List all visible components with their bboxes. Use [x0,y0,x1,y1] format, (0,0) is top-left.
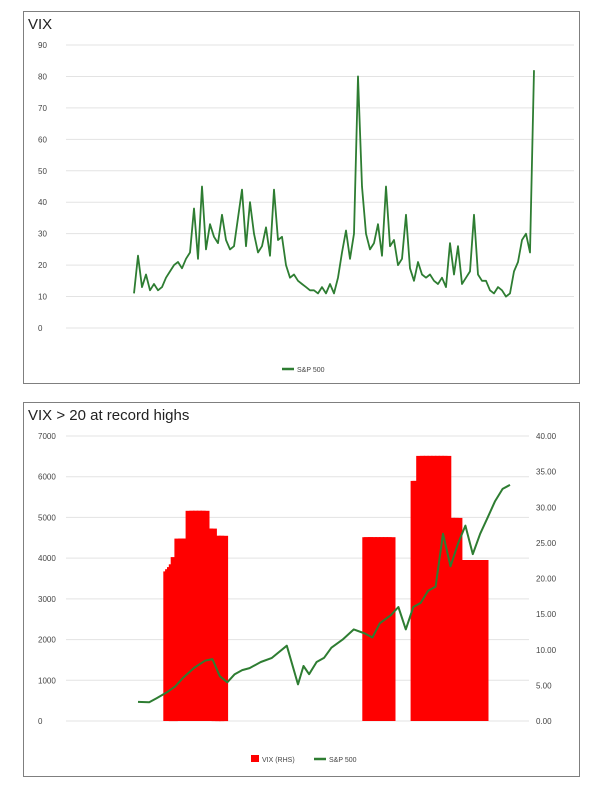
legend: S&P 500 [282,367,325,374]
y-tick-label: 70 [38,104,47,113]
y-tick-label: 0 [38,324,43,333]
y-tick-label: 2000 [38,636,56,645]
y-tick-label: 0 [38,717,43,726]
record-highs-chart-plot: 0 1000 2000 3000 4000 5000 6000 7000 0.00 5.00 10.… [38,432,557,764]
legend-label-vix: VIX (RHS) [262,757,295,764]
legend-label-sp500: S&P 500 [329,757,357,764]
vix-bar [386,537,396,721]
chart-title: VIX > 20 at record highs [28,407,190,424]
legend-bar-swatch [251,755,259,762]
y2-tick-label: 20.00 [536,575,557,584]
y2-tick-label: 10.00 [536,646,557,655]
y-tick-label: 6000 [38,473,56,482]
y-tick-label: 40 [38,198,47,207]
y-tick-label: 80 [38,72,47,81]
y-tick-label: 1000 [38,676,56,685]
legend-label: S&P 500 [297,367,325,374]
y2-tick-label: 0.00 [536,717,552,726]
y-tick-label: 3000 [38,595,56,604]
y2-tick-label: 15.00 [536,610,557,619]
y-tick-label: 60 [38,135,47,144]
vix-chart-plot: 0 10 20 30 40 50 60 70 80 90 S&P 500 [38,41,574,374]
y-tick-label: 50 [38,167,47,176]
y-tick-label: 30 [38,230,47,239]
vix-bar [479,560,489,721]
y-tick-label: 5000 [38,513,56,522]
vix-series-line [133,70,535,298]
chart-title: VIX [28,16,53,33]
y2-tick-label: 30.00 [536,503,557,512]
y-tick-label: 4000 [38,554,56,563]
record-highs-chart-panel: VIX > 20 at record highs 0 1000 2000 3000 40… [23,402,580,777]
y2-tick-label: 5.00 [536,681,552,690]
y2-tick-label: 25.00 [536,539,557,548]
legend: VIX (RHS) S&P 500 [251,755,357,764]
y2-tick-label: 35.00 [536,468,557,477]
y-tick-label: 20 [38,261,47,270]
y-tick-label: 90 [38,41,47,50]
y2-tick-label: 40.00 [536,432,557,441]
y-tick-label: 7000 [38,432,56,441]
y-tick-label: 10 [38,293,47,302]
vix-bar [219,535,229,722]
vix-chart-panel: VIX 0 10 20 30 40 50 60 70 80 90 S&P 500 [23,11,580,384]
